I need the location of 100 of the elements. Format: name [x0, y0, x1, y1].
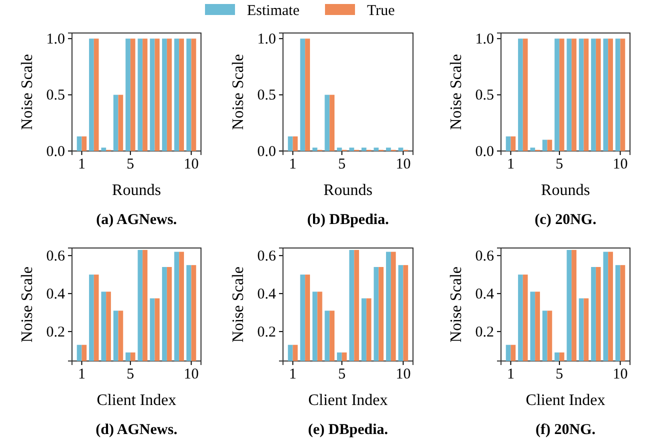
x-tick-label: 1 [289, 366, 297, 383]
bar [113, 94, 118, 151]
legend-label: Estimate [247, 3, 300, 19]
x-tick-label: 10 [184, 156, 199, 173]
x-tick-label: 5 [556, 366, 564, 383]
y-tick-label: 1.0 [46, 31, 65, 48]
y-tick-label: 1.0 [475, 31, 494, 48]
x-tick-label: 5 [556, 156, 564, 173]
x-tick-label: 5 [338, 156, 346, 173]
bar [559, 38, 564, 151]
bar [361, 148, 366, 151]
y-tick-label: 0.2 [46, 324, 65, 340]
text: (a) AGNews. [96, 212, 178, 228]
bar [300, 38, 306, 151]
x-axis-title: Client Index [526, 392, 606, 409]
y-tick-label: 0.4 [475, 286, 494, 302]
bar [126, 38, 130, 151]
y-tick-label: 0.4 [257, 286, 276, 302]
text: (e) DBpedia. [308, 422, 388, 438]
y-tick-label: 0.5 [257, 88, 276, 104]
y-axis-title: Noise Scale [448, 54, 465, 130]
bar [510, 136, 516, 151]
y-axis-title: Noise Scale [230, 54, 247, 130]
bar [118, 94, 124, 151]
x-tick-label: 10 [396, 156, 411, 173]
bar [101, 148, 106, 151]
x-tick-label: 5 [126, 156, 134, 173]
bar [554, 38, 560, 151]
bar [330, 94, 335, 151]
bar [506, 136, 511, 151]
bar [191, 38, 196, 151]
y-axis-title: Noise Scale [230, 266, 247, 342]
bar [542, 140, 548, 151]
bar [150, 38, 155, 151]
y-tick-label: 0.6 [257, 248, 276, 264]
y-tick-label: 0.2 [475, 324, 494, 340]
bar [76, 136, 82, 151]
bar [130, 38, 136, 151]
bar [522, 38, 528, 151]
x-tick-label: 1 [78, 366, 86, 383]
bar [288, 136, 293, 151]
x-axis-title: Rounds [541, 182, 590, 199]
bar [305, 38, 310, 151]
y-tick-label: 1.0 [257, 31, 276, 48]
bar [398, 148, 404, 151]
x-tick-label: 1 [289, 156, 297, 173]
bar [566, 38, 572, 151]
bar [82, 136, 87, 151]
y-tick-label: 0.0 [257, 144, 276, 160]
bar [138, 38, 143, 151]
bar [596, 38, 601, 151]
x-tick-label: 10 [612, 156, 628, 173]
x-tick-label: 1 [506, 366, 514, 383]
bar [162, 38, 167, 151]
bar [166, 38, 172, 151]
x-axis-title: Client Index [308, 392, 388, 409]
bar [89, 38, 94, 151]
bar [572, 38, 576, 151]
bar [518, 38, 523, 151]
bar [179, 38, 184, 151]
bar [94, 38, 99, 151]
y-tick-label: 0.5 [475, 88, 494, 104]
bar [615, 38, 620, 151]
bar [142, 38, 148, 151]
bar [374, 148, 379, 151]
y-axis-title: Noise Scale [19, 54, 36, 130]
y-tick-label: 0.6 [475, 248, 494, 264]
x-tick-label: 5 [338, 366, 346, 383]
bar [530, 148, 536, 151]
y-tick-label: 0.0 [46, 144, 65, 160]
y-tick-label: 0.0 [475, 144, 494, 160]
bar [186, 38, 192, 151]
text: (c) 20NG. [534, 212, 597, 228]
y-tick-label: 0.5 [46, 88, 65, 104]
bar [603, 38, 608, 151]
y-tick-label: 0.2 [257, 324, 276, 340]
x-axis-title: Client Index [96, 392, 176, 409]
bar [312, 148, 318, 151]
bar [578, 38, 584, 151]
bar [336, 148, 342, 151]
x-tick-label: 10 [396, 366, 411, 383]
text: (f) 20NG. [536, 422, 596, 438]
legend-label: True [367, 3, 396, 19]
bar [608, 38, 613, 151]
bar [324, 94, 330, 151]
bar [349, 148, 354, 151]
bar [584, 38, 589, 151]
bar [174, 38, 180, 151]
bar [386, 148, 391, 151]
x-tick-label: 10 [184, 366, 199, 383]
text: (d) AGNews. [96, 422, 178, 438]
y-axis-title: Noise Scale [19, 266, 36, 342]
bar [591, 38, 596, 151]
y-axis-title: Noise Scale [448, 266, 465, 342]
x-tick-label: 1 [506, 156, 514, 173]
x-axis-title: Rounds [112, 182, 161, 199]
bar [292, 136, 298, 151]
bar [620, 38, 626, 151]
bar [154, 38, 160, 151]
y-tick-label: 0.6 [46, 248, 66, 264]
